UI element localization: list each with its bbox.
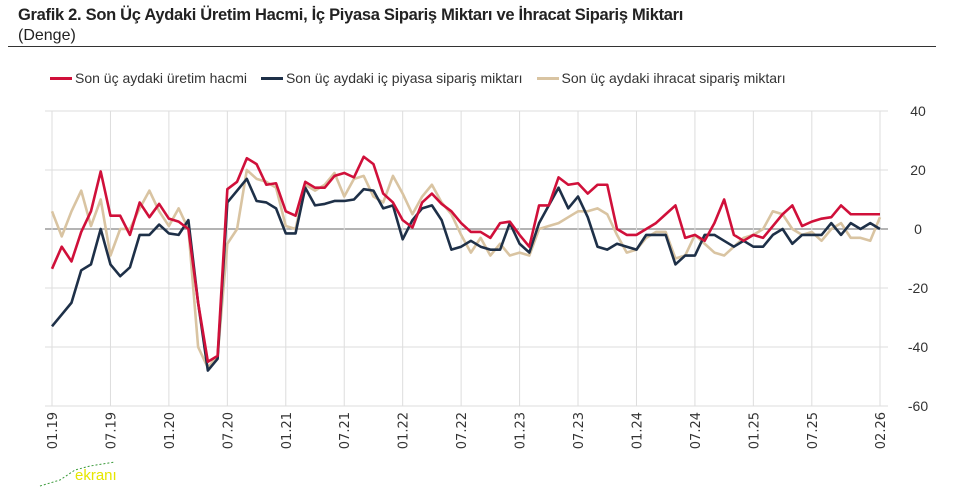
series-line-1	[50, 177, 881, 372]
series-line-2	[50, 168, 882, 369]
y-tick-label: -60	[908, 398, 928, 414]
legend-item-export-orders: Son üç aydaki ihracat sipariş miktarı	[536, 70, 786, 86]
x-tick-label: 07.21	[338, 412, 353, 449]
series-line-0	[50, 155, 880, 364]
x-tick-label: 07.22	[455, 412, 470, 449]
y-tick-label: 0	[914, 221, 922, 237]
x-tick-label: 01.19	[46, 412, 61, 449]
logo-chart-icon: ekranı	[39, 461, 117, 487]
x-tick-label: 01.24	[630, 412, 645, 449]
title-divider	[8, 46, 936, 47]
legend: Son üç aydaki üretim hacmi Son üç aydaki…	[50, 70, 786, 86]
watermark-logo: ekranı	[20, 458, 160, 488]
legend-label: Son üç aydaki ihracat sipariş miktarı	[561, 70, 786, 86]
x-tick-label: 07.19	[104, 412, 119, 449]
chart-title: Grafik 2. Son Üç Aydaki Üretim Hacmi, İç…	[18, 6, 684, 24]
legend-item-production: Son üç aydaki üretim hacmi	[50, 70, 247, 86]
chart-subtitle: (Denge)	[18, 27, 76, 44]
x-tick-label: 02.26	[874, 412, 889, 449]
legend-swatch	[536, 76, 559, 80]
y-tick-label: 40	[910, 103, 926, 119]
legend-label: Son üç aydaki üretim hacmi	[75, 70, 247, 86]
y-tick-label: -20	[908, 280, 928, 296]
y-tick-label: 20	[910, 162, 926, 178]
svg-text:ekranı: ekranı	[75, 467, 117, 484]
x-tick-label: 07.24	[689, 412, 704, 449]
x-tick-label: 01.22	[397, 412, 412, 449]
x-tick-label: 07.20	[221, 412, 236, 449]
x-tick-label: 01.20	[163, 412, 178, 449]
x-tick-label: 01.23	[514, 412, 529, 449]
legend-item-domestic-orders: Son üç aydaki iç piyasa sipariş miktarı	[260, 70, 523, 86]
y-tick-label: -40	[908, 339, 928, 355]
legend-swatch	[50, 76, 72, 80]
x-tick-label: 07.25	[806, 412, 821, 449]
legend-label: Son üç aydaki iç piyasa sipariş miktarı	[285, 70, 523, 86]
x-tick-label: 01.25	[747, 412, 762, 449]
x-tick-label: 01.21	[280, 412, 295, 449]
legend-swatch	[260, 76, 283, 80]
x-tick-label: 07.23	[572, 412, 587, 449]
